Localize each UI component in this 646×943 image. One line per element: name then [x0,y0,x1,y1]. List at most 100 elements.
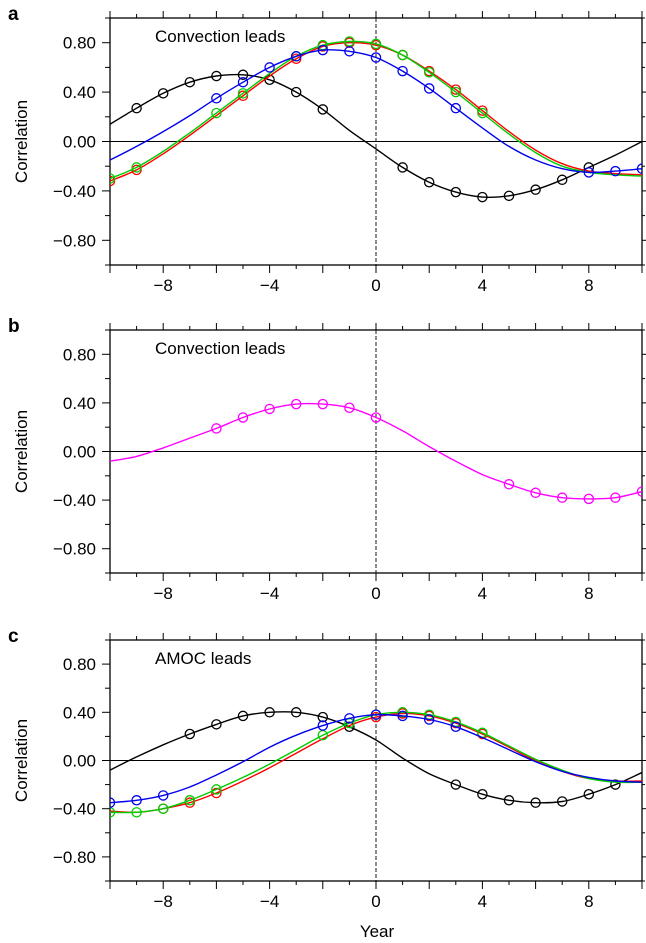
x-axis-label: Year [360,922,395,941]
data-point [317,44,329,56]
series-line [110,713,642,804]
data-point [503,795,515,806]
data-point [423,177,435,188]
data-point [317,720,329,731]
data-point [610,165,621,177]
series-line [110,41,642,182]
data-point [370,412,382,423]
series-2 [110,36,642,184]
x-tick-label: −4 [260,584,279,603]
data-point [264,62,275,73]
data-point [344,46,355,57]
data-point [450,186,462,198]
chart-panel-a: −8 −4 0 4 8 0.80 0.40 0.00 −0.40 −0.80 Correlation… [8,4,646,295]
data-point [290,86,302,98]
data-point [237,69,249,81]
y-tick-label: −0.80 [53,231,96,250]
data-point [370,38,382,50]
y-axis-label: Correlation [12,410,31,493]
data-point [450,779,462,790]
data-point [610,492,621,503]
data-point [370,52,382,63]
series-3 [110,44,642,178]
y-tick-label: 0.40 [63,703,96,722]
data-point [237,412,249,423]
y-tick-label: 0.80 [63,345,96,364]
data-point [131,795,142,806]
x-tick-label: 0 [371,584,380,603]
y-tick-label: 0.80 [63,34,96,53]
data-point [237,710,249,722]
data-point [211,423,222,434]
series-3 [110,709,642,808]
y-tick-label: −0.80 [53,540,96,559]
series-line [110,73,642,199]
panel-label: c [8,626,19,647]
data-point [317,711,329,723]
data-point [344,36,355,47]
y-tick-label: 0.00 [63,133,96,152]
data-point [110,797,116,808]
data-point [264,707,275,718]
data-point [370,709,382,720]
y-tick-label: 0.00 [63,443,96,462]
data-point [264,403,275,415]
panel-label: a [8,4,19,25]
y-tick-label: −0.80 [53,848,96,867]
data-point [636,163,642,174]
y-tick-label: 0.80 [63,655,96,674]
data-point [530,487,541,499]
data-point [397,162,408,173]
data-point [423,83,435,94]
series-line [110,49,642,174]
y-tick-label: −0.40 [53,800,96,819]
x-tick-label: 0 [371,276,380,295]
data-point [397,707,408,718]
x-tick-label: −8 [154,276,173,295]
data-point [157,803,169,814]
y-axis-label: Correlation [12,719,31,802]
data-point [423,67,435,78]
x-tick-label: 0 [371,892,380,911]
y-tick-label: −0.40 [53,491,96,510]
chart-panel-c: −8 −4 0 4 8 0.80 0.40 0.00 −0.40 −0.80 Correlation… [8,626,646,911]
data-point [211,719,222,730]
annotation: Convection leads [155,27,285,46]
series-line [110,40,642,180]
y-tick-label: 0.00 [63,752,96,771]
data-point [211,784,222,795]
data-point [477,191,488,203]
data-point [131,162,142,173]
data-point [131,102,142,114]
data-point [290,707,302,718]
data-point [636,486,642,497]
data-point [503,190,515,202]
data-point [477,788,488,800]
x-tick-label: 8 [584,584,593,603]
data-point [290,398,302,410]
y-axis-label: Correlation [12,100,31,183]
data-point [583,493,595,505]
data-point [184,728,196,740]
series-0 [110,398,642,505]
x-tick-label: −8 [154,584,173,603]
series-line [110,402,642,500]
x-tick-label: 4 [478,892,487,911]
data-point [344,713,355,724]
data-point [317,398,329,410]
data-point [157,88,169,99]
panel-label: b [8,316,20,337]
data-point [583,167,595,178]
x-tick-label: −4 [260,892,279,911]
x-tick-label: −4 [260,276,279,295]
series-1 [110,37,642,187]
data-point [157,790,169,801]
chart-panel-b: −8 −4 0 4 8 0.80 0.40 0.00 −0.40 −0.80 Correlation… [8,316,646,603]
series-0 [110,707,642,808]
data-point [450,721,462,733]
data-point [556,174,568,186]
data-point [397,710,408,722]
x-tick-label: 8 [584,276,593,295]
data-point [131,807,142,818]
